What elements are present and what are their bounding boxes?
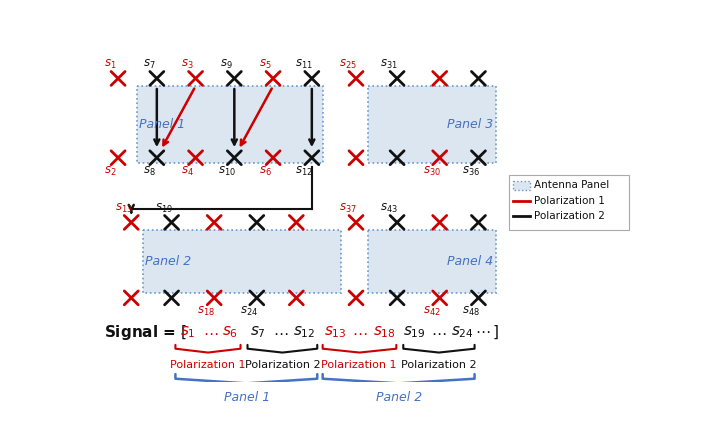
- Text: Polarization 1: Polarization 1: [170, 360, 246, 370]
- Text: Panel 1: Panel 1: [223, 391, 270, 404]
- Text: $\mathit{s}_{19}$: $\mathit{s}_{19}$: [403, 325, 425, 340]
- Text: $\mathit{s}_{13}$: $\mathit{s}_{13}$: [324, 325, 347, 340]
- Text: $\mathit{s}_{4}$: $\mathit{s}_{4}$: [182, 165, 194, 178]
- Text: $\mathit{s}_{37}$: $\mathit{s}_{37}$: [340, 202, 357, 215]
- Text: $\cdots\,]$: $\cdots\,]$: [475, 324, 499, 341]
- Text: $\mathit{s}_{6}$: $\mathit{s}_{6}$: [259, 165, 272, 178]
- Text: Polarization 1: Polarization 1: [321, 360, 397, 370]
- Text: $\mathit{s}_{12}$: $\mathit{s}_{12}$: [293, 325, 316, 340]
- Text: Polarization 2: Polarization 2: [535, 211, 605, 221]
- Bar: [368, 86, 496, 163]
- Text: $\mathit{s}_{18}$: $\mathit{s}_{18}$: [197, 305, 216, 318]
- Text: Panel 2: Panel 2: [376, 391, 422, 404]
- Bar: [368, 230, 496, 293]
- Text: $\cdots$: $\cdots$: [431, 325, 447, 340]
- Text: $\mathit{s}_{42}$: $\mathit{s}_{42}$: [423, 305, 441, 318]
- Text: $\mathit{s}_{24}$: $\mathit{s}_{24}$: [451, 325, 474, 340]
- Text: $\mathit{s}_{7}$: $\mathit{s}_{7}$: [143, 58, 155, 71]
- Text: Polarization 2: Polarization 2: [245, 360, 320, 370]
- Text: $\mathit{s}_1$: $\mathit{s}_1$: [180, 325, 196, 340]
- Text: $\mathit{s}_{1}$: $\mathit{s}_{1}$: [104, 58, 116, 71]
- Text: $\mathit{s}_{30}$: $\mathit{s}_{30}$: [423, 165, 441, 178]
- Text: $\mathit{s}_{11}$: $\mathit{s}_{11}$: [295, 58, 313, 71]
- Text: Panel 4: Panel 4: [447, 255, 493, 268]
- Text: $\mathit{s}_{13}$: $\mathit{s}_{13}$: [115, 202, 133, 215]
- Text: $\mathit{s}_{8}$: $\mathit{s}_{8}$: [143, 165, 155, 178]
- Text: $\mathit{s}_{9}$: $\mathit{s}_{9}$: [220, 58, 233, 71]
- Bar: [143, 230, 340, 293]
- Bar: [137, 86, 323, 163]
- Text: Panel 2: Panel 2: [145, 255, 191, 268]
- Text: $\mathit{s}_{48}$: $\mathit{s}_{48}$: [462, 305, 480, 318]
- Bar: [508, 175, 629, 230]
- Text: $\mathit{s}_{19}$: $\mathit{s}_{19}$: [155, 202, 173, 215]
- Text: $\cdots$: $\cdots$: [273, 325, 289, 340]
- Text: Signal = $[$: Signal = $[$: [104, 323, 187, 342]
- Text: $\mathit{s}_6$: $\mathit{s}_6$: [223, 325, 238, 340]
- Text: $\mathit{s}_{31}$: $\mathit{s}_{31}$: [381, 58, 398, 71]
- Text: $\mathit{s}_7$: $\mathit{s}_7$: [250, 325, 265, 340]
- Text: Panel 3: Panel 3: [447, 118, 493, 131]
- Text: Polarization 2: Polarization 2: [401, 360, 476, 370]
- Text: $\cdots$: $\cdots$: [203, 325, 219, 340]
- Text: Panel 1: Panel 1: [139, 118, 185, 131]
- Text: $\mathit{s}_{5}$: $\mathit{s}_{5}$: [259, 58, 272, 71]
- Text: $\mathit{s}_{36}$: $\mathit{s}_{36}$: [462, 165, 480, 178]
- Text: $\mathit{s}_{10}$: $\mathit{s}_{10}$: [218, 165, 235, 178]
- Text: $\mathit{s}_{18}$: $\mathit{s}_{18}$: [374, 325, 396, 340]
- Text: $\mathit{s}_{43}$: $\mathit{s}_{43}$: [381, 202, 398, 215]
- Text: $\mathit{s}_{25}$: $\mathit{s}_{25}$: [340, 58, 357, 71]
- Text: $\mathit{s}_{24}$: $\mathit{s}_{24}$: [240, 305, 258, 318]
- Text: $\mathit{s}_{2}$: $\mathit{s}_{2}$: [104, 165, 116, 178]
- Bar: [513, 181, 530, 190]
- Text: $\cdots$: $\cdots$: [352, 325, 367, 340]
- Text: $\mathit{s}_{12}$: $\mathit{s}_{12}$: [295, 165, 313, 178]
- Text: Polarization 1: Polarization 1: [535, 196, 605, 206]
- Text: $\mathit{s}_{3}$: $\mathit{s}_{3}$: [182, 58, 194, 71]
- Text: Antenna Panel: Antenna Panel: [535, 181, 610, 190]
